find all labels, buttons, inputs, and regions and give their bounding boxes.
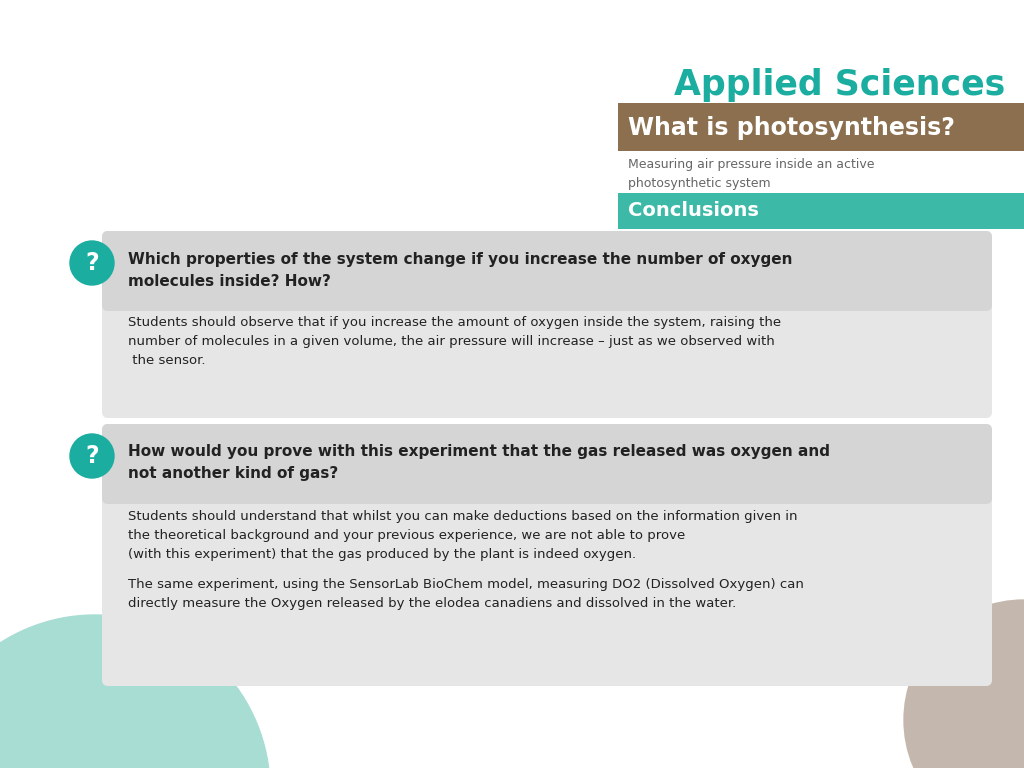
- FancyBboxPatch shape: [618, 193, 1024, 229]
- Text: ?: ?: [85, 251, 98, 275]
- Circle shape: [70, 241, 114, 285]
- Text: Conclusions: Conclusions: [628, 201, 759, 220]
- FancyBboxPatch shape: [102, 231, 992, 311]
- Circle shape: [904, 600, 1024, 768]
- FancyBboxPatch shape: [618, 103, 1024, 151]
- FancyBboxPatch shape: [102, 424, 992, 686]
- Text: How would you prove with this experiment that the gas released was oxygen and
no: How would you prove with this experiment…: [128, 444, 830, 481]
- Text: The same experiment, using the SensorLab BioChem model, measuring DO2 (Dissolved: The same experiment, using the SensorLab…: [128, 578, 804, 610]
- Text: Students should understand that whilst you can make deductions based on the info: Students should understand that whilst y…: [128, 510, 798, 561]
- FancyBboxPatch shape: [102, 424, 992, 504]
- Circle shape: [70, 434, 114, 478]
- Text: Which properties of the system change if you increase the number of oxygen
molec: Which properties of the system change if…: [128, 252, 793, 289]
- FancyBboxPatch shape: [102, 231, 992, 418]
- Circle shape: [0, 615, 270, 768]
- Text: What is photosynthesis?: What is photosynthesis?: [628, 116, 954, 140]
- Text: Applied Sciences: Applied Sciences: [674, 68, 1005, 102]
- Text: ?: ?: [85, 444, 98, 468]
- Text: Measuring air pressure inside an active
photosynthetic system: Measuring air pressure inside an active …: [628, 158, 874, 190]
- Text: Students should observe that if you increase the amount of oxygen inside the sys: Students should observe that if you incr…: [128, 316, 781, 367]
